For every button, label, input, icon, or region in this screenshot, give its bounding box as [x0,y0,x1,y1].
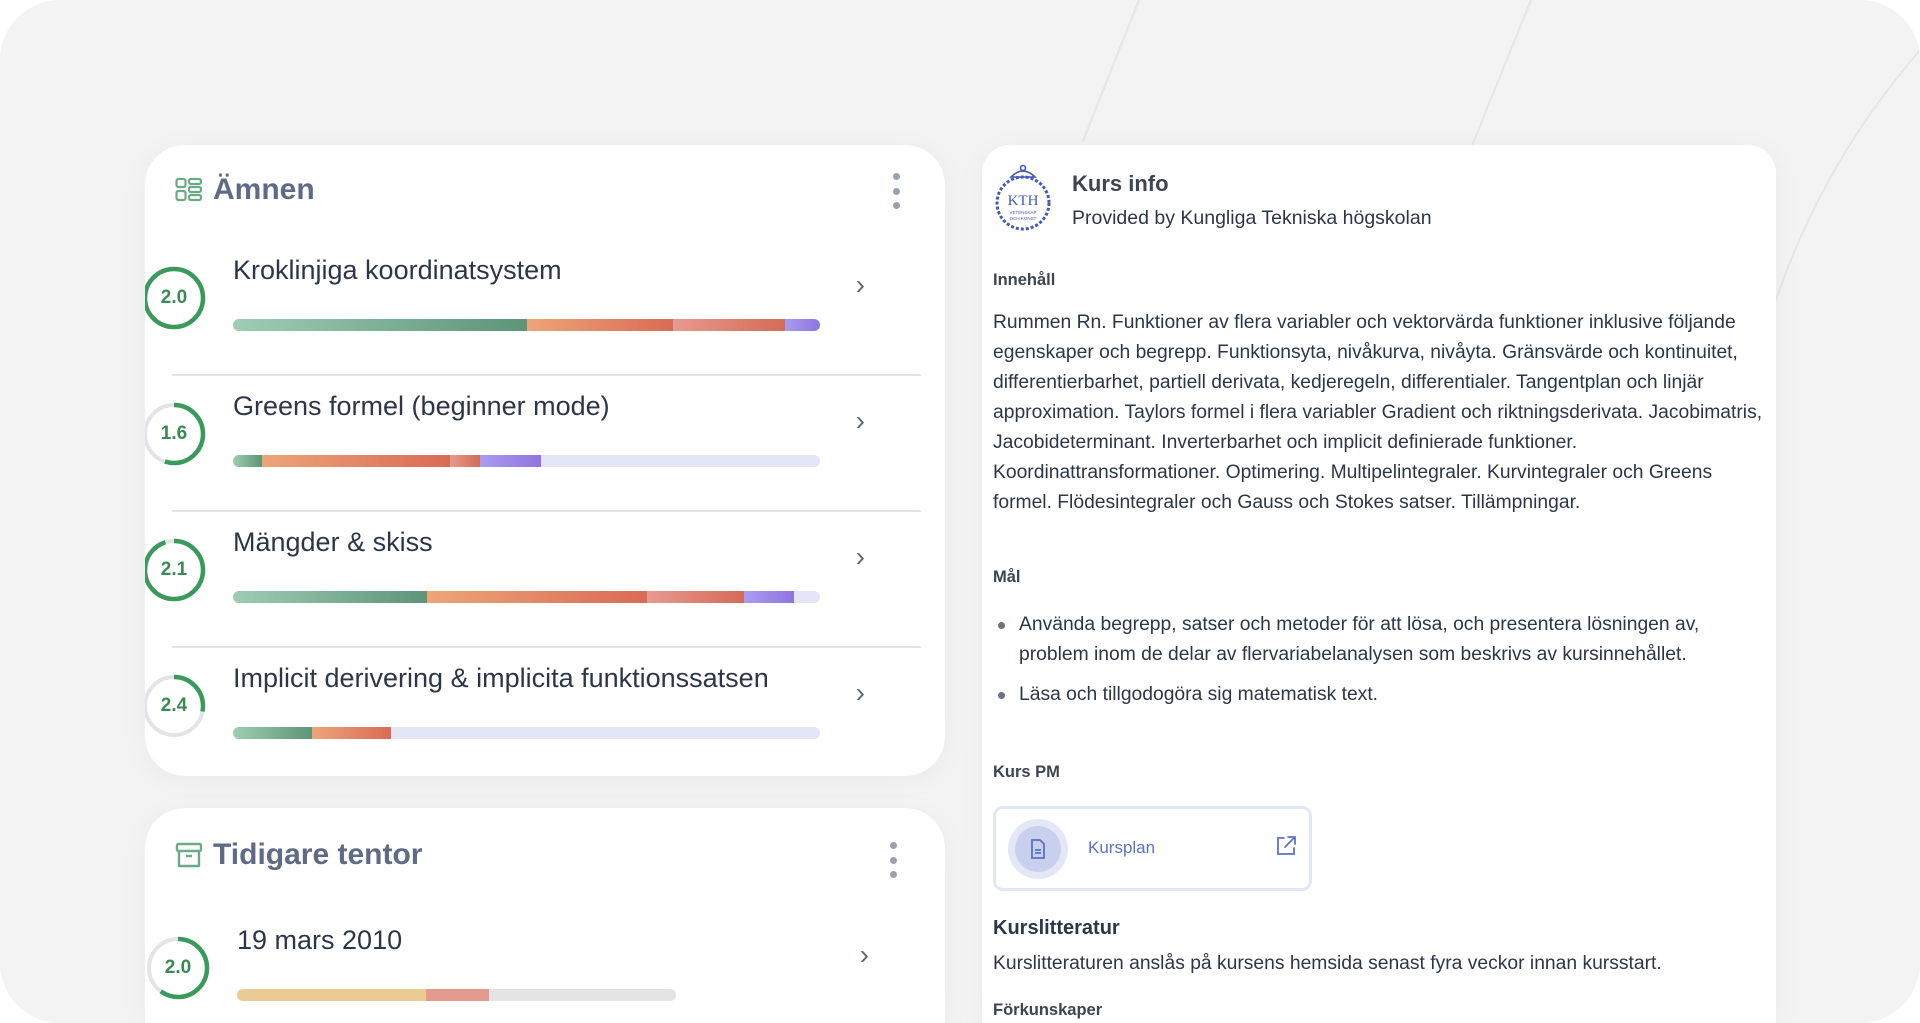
progress-segment [233,727,313,739]
list-item[interactable]: 2.4 Implicit derivering & implicita funk… [145,663,893,743]
goals-heading: Mål [993,568,1021,586]
goal-item: Använda begrepp, satser och metoder för … [993,610,1763,670]
document-icon [1008,819,1068,879]
item-title: Greens formel (beginner mode) [233,391,610,421]
prerequisites-heading: Förkunskaper [993,1001,1103,1019]
progress-segment [233,455,263,467]
score-ring [145,402,206,466]
progress-bar [233,455,820,467]
literature-text: Kurslitteraturen anslås på kursens hemsi… [993,953,1662,974]
chevron-right-icon[interactable]: › [855,405,865,436]
progress-bar [233,727,820,739]
score-ring [145,266,206,330]
item-title: 19 mars 2010 [237,925,403,955]
progress-segment [233,591,427,603]
progress-bar [237,989,676,1001]
progress-segment [646,591,744,603]
list-item[interactable]: 1.6 Greens formel (beginner mode) › [145,391,893,471]
progress-segment [233,319,527,331]
course-info-title: Kurs info [1072,171,1169,196]
course-pm-heading: Kurs PM [993,763,1060,781]
divider [172,374,921,376]
score-ring [146,936,210,1000]
divider [172,646,921,648]
progress-segment [526,319,674,331]
past-exams-menu-button[interactable] [888,842,898,878]
progress-segment [450,455,480,467]
archive-icon [175,842,203,868]
progress-bar [233,319,820,331]
past-exams-card: Tidigare tentor 2.0 19 mars 2010 › [145,808,945,1023]
chevron-right-icon[interactable]: › [855,269,865,300]
progress-bar [233,591,820,603]
provider-text: Provided by Kungliga Tekniska högskolan [1072,207,1432,229]
goals-list: Använda begrepp, satser och metoder för … [993,610,1763,720]
content-text: Rummen Rn. Funktioner av flera variabler… [993,312,1763,513]
score-value: 2.4 [160,695,188,716]
score-value: 2.1 [160,559,188,580]
progress-segment [237,989,426,1001]
topics-title: Ämnen [213,173,315,206]
svg-text:VETENSKAP: VETENSKAP [1009,210,1036,215]
list-item[interactable]: 2.0 19 mars 2010 › [145,925,897,1005]
progress-segment [425,989,490,1001]
item-title: Kroklinjiga koordinatsystem [233,255,562,285]
svg-text:KTH: KTH [1008,193,1039,209]
chevron-right-icon[interactable]: › [855,677,865,708]
svg-text:OCH KONST: OCH KONST [1010,216,1037,221]
score-value: 2.0 [160,287,188,308]
item-title: Mängder & skiss [233,527,433,557]
progress-segment [479,455,542,467]
past-exams-title: Tidigare tentor [213,838,423,871]
course-info-card: KTH VETENSKAP OCH KONST Kurs info Provid… [982,145,1776,1023]
score-ring [145,674,206,738]
chevron-right-icon[interactable]: › [855,541,865,572]
literature-heading: Kurslitteratur [993,917,1120,939]
list-item[interactable]: 2.1 Mängder & skiss › [145,527,893,607]
progress-segment [262,455,451,467]
list-item[interactable]: 2.0 Kroklinjiga koordinatsystem › [145,255,893,335]
kth-logo: KTH VETENSKAP OCH KONST [995,164,1051,231]
chevron-right-icon[interactable]: › [859,939,869,970]
progress-segment [673,319,785,331]
topics-menu-button[interactable] [891,173,901,209]
item-title: Implicit derivering & implicita funktion… [233,663,769,693]
score-value: 2.0 [164,957,192,978]
progress-segment [312,727,392,739]
score-value: 1.6 [160,423,188,444]
kursplan-label: Kursplan [1088,838,1156,857]
divider [172,510,921,512]
progress-segment [426,591,647,603]
kursplan-link[interactable]: Kursplan [993,806,1312,891]
progress-segment [784,319,820,331]
external-link-icon [1277,836,1296,855]
progress-segment [743,591,794,603]
grid-list-icon [175,177,203,202]
content-heading: Innehåll [993,271,1056,289]
topics-card: Ämnen 2.0 Kroklinjiga koordinatsystem › … [145,145,945,776]
score-ring [145,538,206,602]
goal-item: Läsa och tillgodogöra sig matematisk tex… [993,680,1763,710]
